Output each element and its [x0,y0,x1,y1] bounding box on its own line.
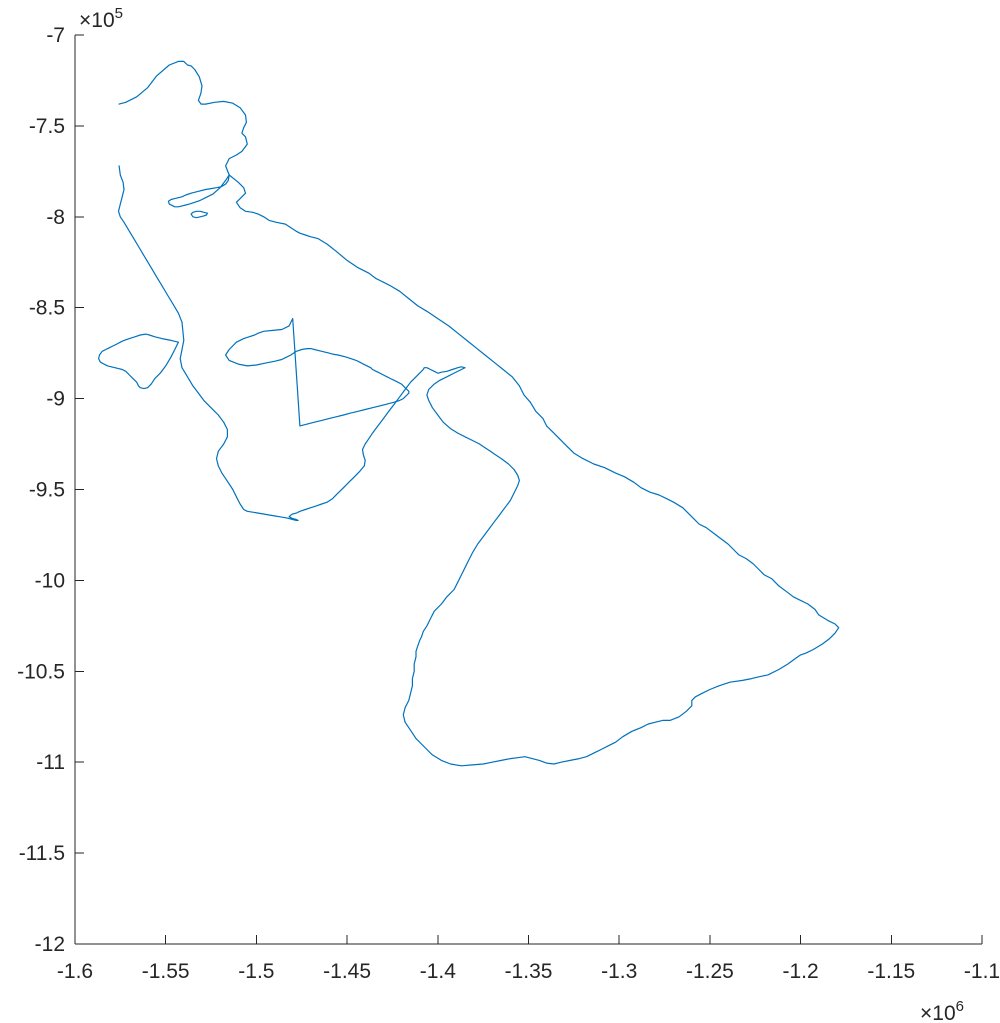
y-axis-ticks: -7 -7.5 -8 -8.5 -9 -9.5 -10 -10.5 -11 -11.5 -12 [17,24,84,956]
x-tick-label: -1.6 [57,960,93,983]
y-tick-label: -7.5 [29,115,65,138]
y-tick-label: -12 [35,933,65,956]
x-exponent-base: ×10 [920,1002,956,1023]
y-tick-label: -11 [36,751,65,774]
y-tick-label: -7 [46,24,65,47]
outline-series-5 [225,318,410,427]
x-exponent-label: ×106 [920,998,964,1023]
x-tick-label: -1.5 [238,960,274,983]
y-tick-label: -9 [46,388,65,411]
series-group [97,60,840,767]
y-exponent-base: ×10 [79,9,115,32]
x-tick-label: -1.55 [142,960,190,983]
x-tick-label: -1.15 [867,960,915,983]
outline-series-2 [167,174,230,208]
outline-series-1 [117,60,840,767]
y-tick-label: -9.5 [29,479,65,502]
x-exponent-power: 6 [956,998,964,1015]
y-tick-label: -8.5 [29,297,65,320]
y-tick-label: -10.5 [17,660,65,683]
x-tick-label: -1.1 [964,960,1000,983]
x-tick-label: -1.3 [601,960,637,983]
x-tick-label: -1.45 [323,960,371,983]
y-exponent-power: 5 [115,5,123,22]
x-tick-label: -1.2 [783,960,819,983]
x-axis-ticks: -1.6 -1.55 -1.5 -1.45 -1.4 -1.35 -1.3 -1.25 -1.2… [57,935,1000,983]
x-tick-label: -1.25 [686,960,734,983]
y-exponent-label: ×105 [79,5,123,32]
y-tick-label: -8 [46,206,65,229]
y-tick-label: -10 [35,569,65,592]
x-tick-label: -1.35 [505,960,553,983]
y-tick-label: -11.5 [19,842,65,865]
x-tick-label: -1.4 [420,960,457,983]
outline-series-4 [97,333,179,390]
outline-series-3 [190,210,208,219]
